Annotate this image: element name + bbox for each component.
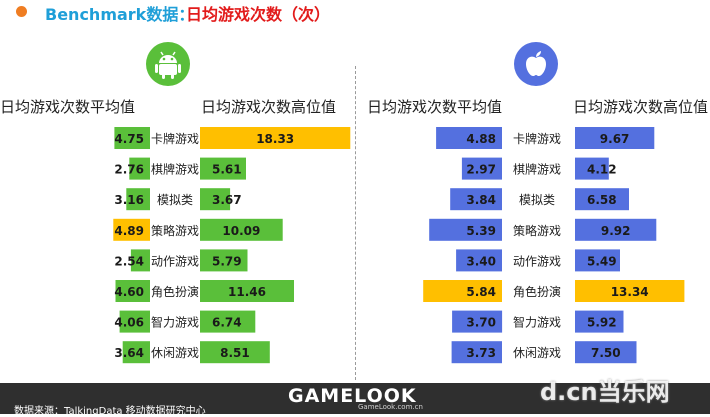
avg-bar (452, 310, 503, 333)
category-label: 角色扮演 (151, 284, 199, 299)
avg-bar (450, 188, 502, 211)
category-label: 角色扮演 (513, 284, 561, 299)
high-bar (200, 157, 246, 180)
category-label: 休闲游戏 (151, 346, 199, 360)
avg-bar (436, 127, 502, 149)
high-bar (575, 127, 655, 149)
high-bar (200, 280, 294, 302)
avg-bar (423, 280, 502, 302)
avg-value-label: 3.70 (466, 316, 496, 330)
avg-value-label: 3.84 (466, 193, 496, 207)
high-value-label: 6.74 (212, 316, 242, 330)
avg-value-label: 5.39 (466, 224, 496, 238)
category-label: 模拟类 (519, 193, 555, 207)
avg-value-label: 2.97 (466, 163, 496, 177)
avg-value-label: 4.75 (114, 132, 144, 146)
category-label: 棋牌游戏 (513, 163, 561, 177)
avg-bar (429, 218, 502, 241)
high-value-label: 13.34 (611, 285, 649, 299)
brand-url: GameLook.com.cn (358, 403, 423, 411)
high-value-label: 5.61 (212, 163, 242, 177)
avg-bar (461, 157, 502, 180)
category-label: 动作游戏 (151, 254, 199, 268)
avg-value-label: 3.40 (466, 254, 496, 268)
high-bar (200, 310, 256, 333)
high-value-label: 5.49 (587, 254, 617, 268)
avg-value-label: 4.60 (114, 285, 144, 299)
high-value-label: 4.12 (587, 163, 617, 177)
avg-value-label: 3.73 (466, 346, 496, 360)
category-label: 动作游戏 (513, 254, 561, 268)
high-bar (200, 188, 231, 211)
avg-value-label: 5.84 (466, 285, 496, 299)
avg-bar (129, 157, 150, 180)
avg-value-label: 4.89 (114, 224, 144, 238)
avg-bar (119, 310, 150, 333)
high-value-label: 5.92 (587, 316, 617, 330)
category-label: 棋牌游戏 (151, 163, 199, 177)
avg-value-label: 4.88 (466, 132, 496, 146)
avg-bar (126, 188, 150, 211)
avg-value-label: 2.76 (114, 163, 144, 177)
category-label: 策略游戏 (151, 223, 199, 238)
avg-bar (115, 280, 150, 302)
high-value-label: 5.79 (212, 254, 242, 268)
footer-bar (0, 383, 710, 414)
high-value-label: 7.50 (591, 346, 621, 360)
android-avg-header: 日均游戏次数平均值 (0, 98, 136, 116)
high-value-label: 9.92 (601, 224, 631, 238)
high-value-label: 9.67 (600, 132, 630, 146)
ios-high-header: 日均游戏次数高位值 (573, 98, 709, 116)
category-label: 智力游戏 (513, 315, 561, 330)
high-bar (200, 341, 270, 364)
category-label: 卡牌游戏 (151, 132, 199, 146)
high-value-label: 3.67 (212, 193, 242, 207)
android-high-header: 日均游戏次数高位值 (201, 98, 337, 116)
watermark: d.cn当乐网 (540, 378, 670, 406)
brand-logo: GAMELOOK (288, 385, 417, 407)
category-label: 休闲游戏 (513, 346, 561, 360)
high-bar (575, 341, 637, 364)
avg-value-label: 4.06 (114, 316, 144, 330)
avg-value-label: 3.16 (114, 193, 144, 207)
avg-bar (451, 341, 502, 364)
high-bar (575, 310, 624, 333)
high-value-label: 8.51 (220, 346, 250, 360)
ios-avg-header: 日均游戏次数平均值 (367, 98, 503, 116)
bullet-dot (16, 6, 27, 17)
high-bar (200, 249, 248, 272)
high-bar (575, 280, 685, 302)
category-label: 智力游戏 (151, 315, 199, 330)
category-label: 卡牌游戏 (513, 132, 561, 146)
high-value-label: 11.46 (228, 285, 266, 299)
title-main: 日均游戏次数（次） (186, 5, 331, 24)
apple-icon (514, 42, 558, 86)
high-value-label: 10.09 (222, 224, 260, 238)
data-source: 数据来源：TalkingData 移动数据研究中心 (14, 406, 206, 417)
high-bar (575, 249, 620, 272)
high-bar (575, 157, 609, 180)
avg-value-label: 3.64 (114, 346, 144, 360)
high-value-label: 6.58 (587, 193, 617, 207)
avg-bar (114, 127, 150, 149)
avg-bar (456, 249, 502, 272)
category-label: 策略游戏 (513, 223, 561, 238)
avg-bar (130, 249, 150, 272)
high-value-label: 18.33 (256, 132, 294, 146)
high-bar (575, 218, 657, 241)
high-bar (575, 188, 629, 211)
panel-divider (355, 66, 356, 380)
high-bar (200, 218, 283, 241)
android-robot-icon (146, 42, 190, 86)
title-prefix: Benchmark数据： (45, 5, 195, 24)
avg-bar (122, 341, 150, 364)
avg-bar (113, 218, 150, 241)
category-label: 模拟类 (157, 193, 193, 207)
high-bar (200, 127, 351, 149)
avg-value-label: 2.54 (114, 254, 144, 268)
